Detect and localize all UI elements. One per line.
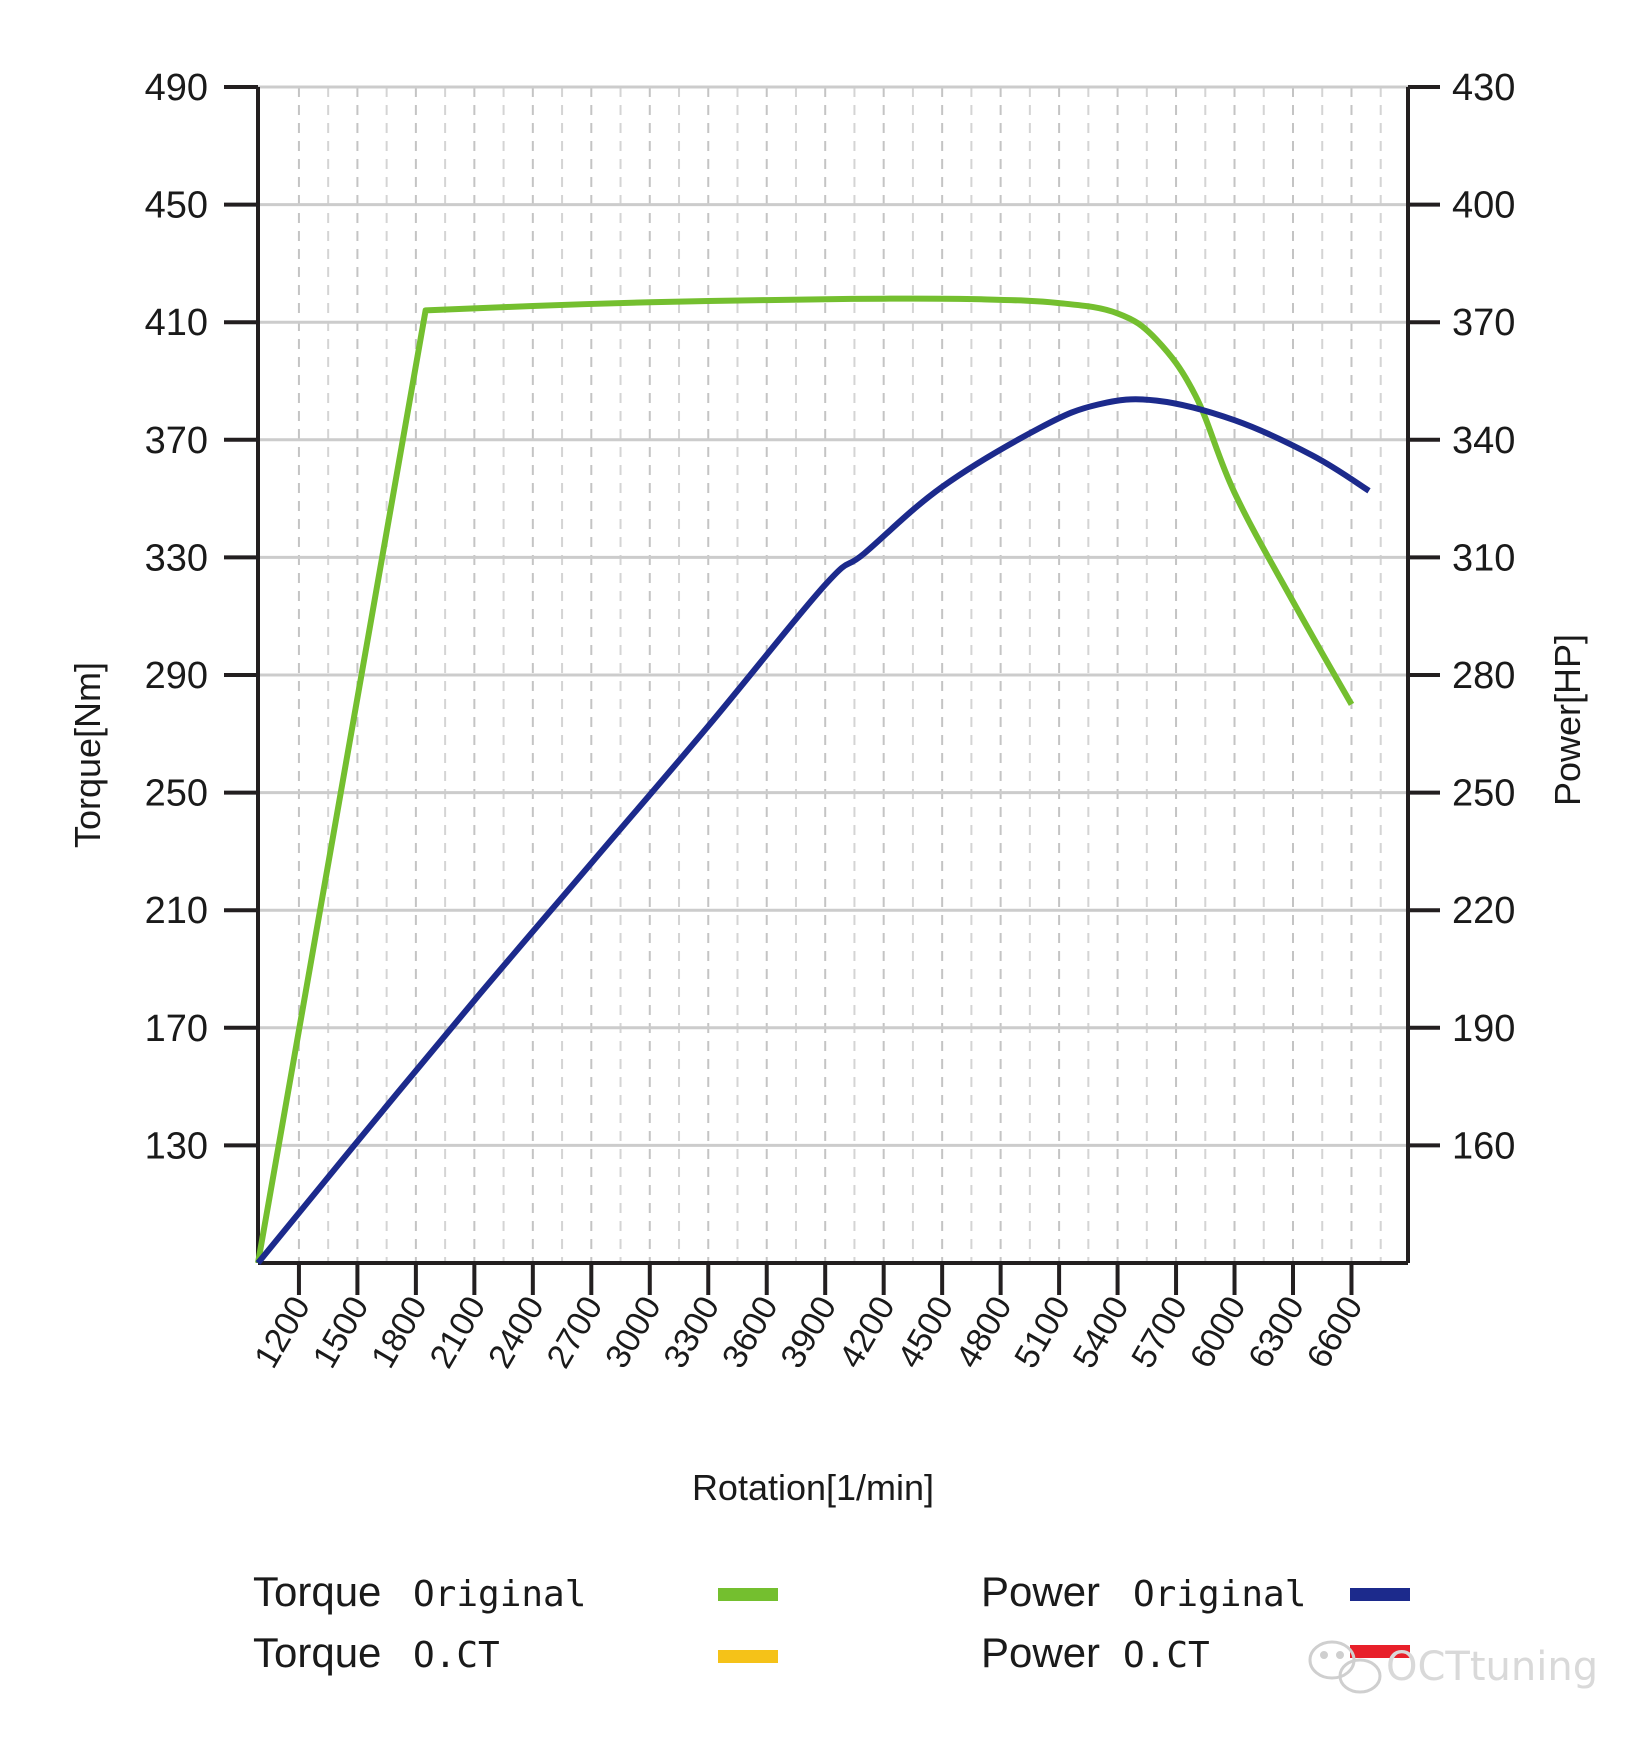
x-tick-label: 5400: [1066, 1290, 1137, 1375]
series: [255, 295, 1371, 1265]
watermark-text: OCTtuning: [1386, 1644, 1598, 1690]
y-right-tick-label: 430: [1452, 67, 1515, 109]
x-axis-title: Rotation[1/min]: [692, 1467, 934, 1508]
y-left-tick-label: 450: [145, 185, 208, 227]
y-right-tick-label: 280: [1452, 655, 1515, 697]
x-tick-label: 3300: [656, 1290, 727, 1375]
legend-name: Power: [981, 1629, 1100, 1676]
x-tick-label: 4800: [949, 1290, 1020, 1375]
y-left-tick-label: 210: [145, 890, 208, 932]
tick-labels: 490 450 410 370 330 290 250 210 170 130 430 400 370 3…: [145, 67, 1516, 1375]
series-line-torque-original: [255, 295, 1355, 1264]
x-tick-label: 6300: [1241, 1290, 1312, 1375]
legend-item-torque-oct: Torque O.CT: [253, 1629, 778, 1676]
x-tick-label: 2400: [481, 1290, 552, 1375]
legend-swatch: [718, 1650, 778, 1663]
legend-item-power-oct: Power O.CT: [981, 1629, 1410, 1676]
legend-sub: O.CT: [1123, 1635, 1210, 1676]
series-line-power-original: [255, 396, 1371, 1265]
y-right-tick-label: 310: [1452, 537, 1515, 579]
legend-swatch: [718, 1588, 778, 1601]
legend-item-power-original: Power Original: [981, 1568, 1410, 1615]
y-right-tick-label: 190: [1452, 1008, 1515, 1050]
legend-name: Torque: [253, 1629, 381, 1676]
x-tick-label: 5100: [1007, 1290, 1078, 1375]
y-right-tick-label: 220: [1452, 890, 1515, 932]
x-tick-label: 1800: [364, 1290, 435, 1375]
x-tick-label: 4500: [890, 1290, 961, 1375]
watermark: OCTtuning: [1308, 1640, 1598, 1694]
y-left-tick-label: 250: [145, 773, 208, 815]
x-tick-label: 4200: [832, 1290, 903, 1375]
x-tick-label: 5700: [1124, 1290, 1195, 1375]
x-tick-label: 1500: [306, 1290, 377, 1375]
x-tick-label: 6600: [1300, 1290, 1371, 1375]
y-right-tick-label: 250: [1452, 773, 1515, 815]
legend-name: Torque: [253, 1568, 381, 1615]
legend-swatch: [1350, 1645, 1410, 1658]
x-tick-label: 2700: [540, 1290, 611, 1375]
y-left-tick-label: 130: [145, 1125, 208, 1167]
y-right-tick-label: 370: [1452, 302, 1515, 344]
x-tick-label: 1200: [247, 1290, 318, 1375]
y-left-tick-label: 290: [145, 655, 208, 697]
y-right-tick-label: 340: [1452, 420, 1515, 462]
wechat-icon: [1308, 1640, 1382, 1694]
x-tick-label: 2100: [423, 1290, 494, 1375]
x-tick-label: 3600: [715, 1290, 786, 1375]
legend-name: Power: [981, 1568, 1100, 1615]
legend-sub: Original: [413, 1574, 586, 1615]
legend-sub: O.CT: [413, 1635, 500, 1676]
legend-item-torque-original: Torque Original: [253, 1568, 778, 1615]
y-axis-left-title: Torque[Nm]: [67, 662, 108, 848]
x-tick-label: 3900: [773, 1290, 844, 1375]
legend-swatch: [1350, 1588, 1410, 1601]
y-axis-right-title: Power[HP]: [1547, 634, 1588, 806]
y-left-tick-label: 370: [145, 420, 208, 462]
legend-sub: Original: [1133, 1574, 1306, 1615]
y-right-tick-label: 160: [1452, 1125, 1515, 1167]
axes: [224, 85, 1440, 1295]
legend: Torque Original Torque O.CT Power Origin…: [253, 1568, 1410, 1676]
y-right-tick-label: 400: [1452, 185, 1515, 227]
y-left-tick-label: 330: [145, 537, 208, 579]
grid: [224, 85, 1440, 1263]
y-left-tick-label: 490: [145, 67, 208, 109]
y-left-tick-label: 170: [145, 1008, 208, 1050]
x-tick-label: 3000: [598, 1290, 669, 1375]
x-tick-label: 6000: [1183, 1290, 1254, 1375]
y-left-tick-label: 410: [145, 302, 208, 344]
